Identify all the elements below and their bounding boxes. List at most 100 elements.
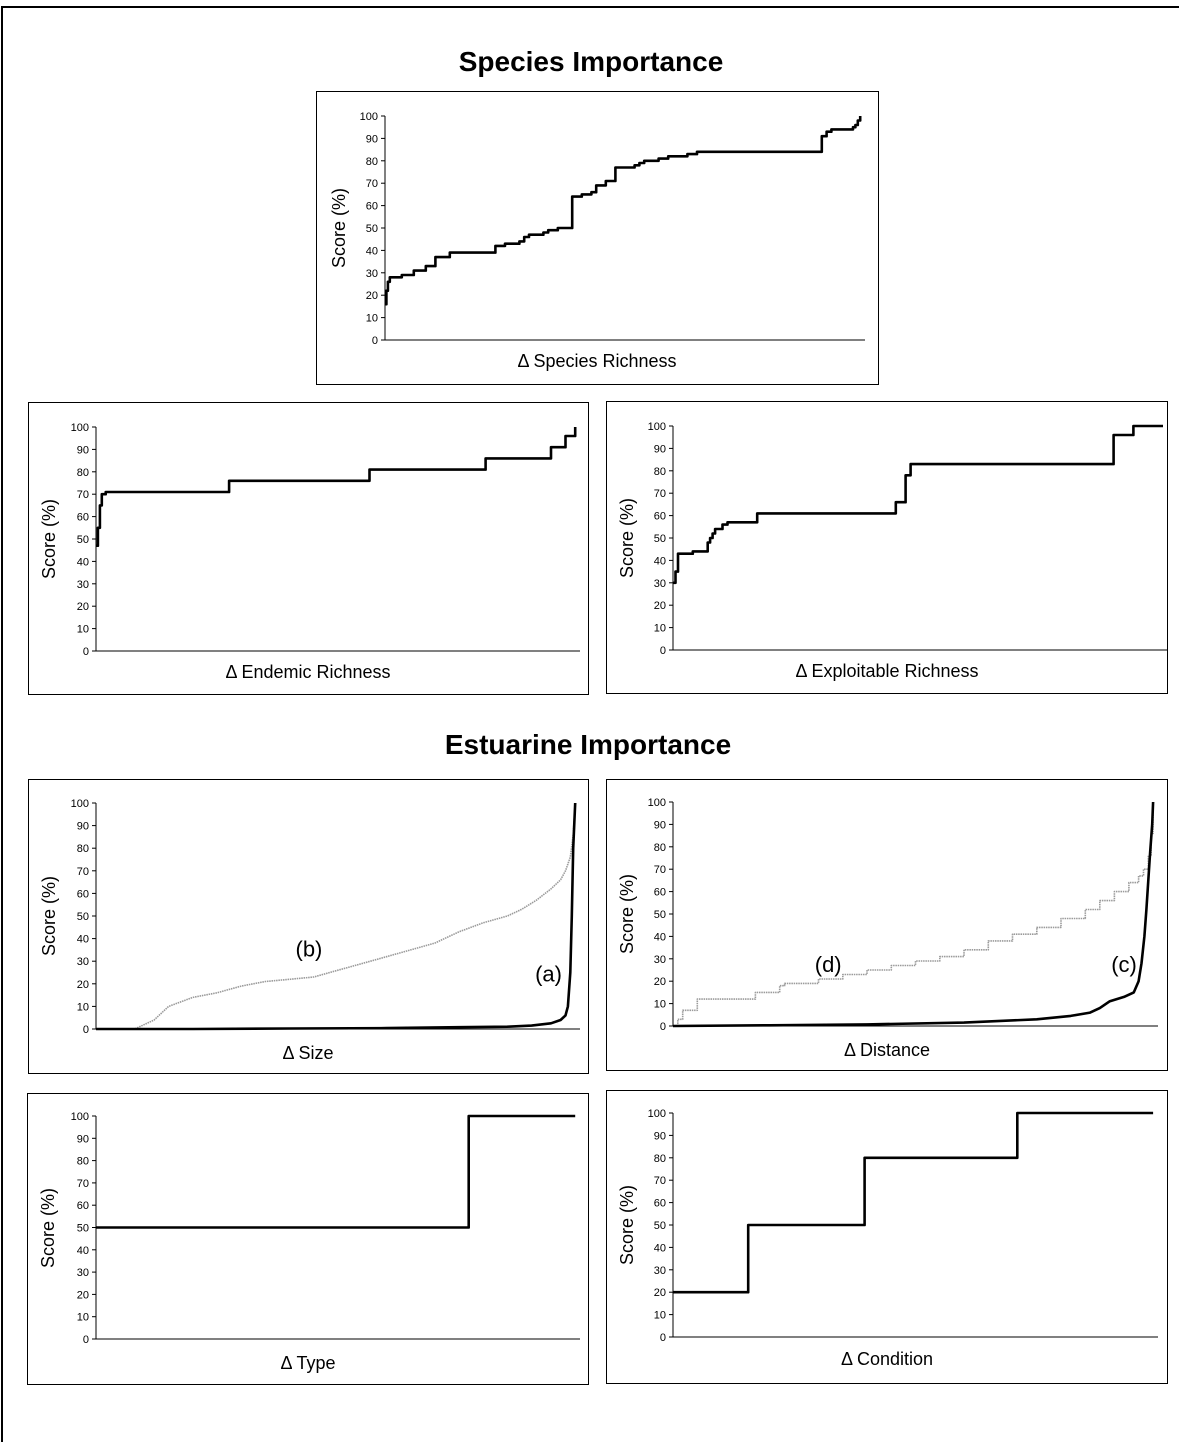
series-line-b <box>96 802 576 1030</box>
y-axis-label: Score (%) <box>617 1185 637 1265</box>
section-title-estuarine: Estuarine Importance <box>444 729 732 760</box>
chart-panel-condition: 0 10 20 30 40 50 60 70 80 90 100 Δ Condition Score (… <box>606 1090 1168 1384</box>
y-tick-label: 50 <box>77 1223 89 1235</box>
chart-panel-size: 0 10 20 30 40 50 60 70 80 90 100 Δ Size Score (%) (b)… <box>28 779 589 1074</box>
y-tick-label: 100 <box>360 111 378 123</box>
y-tick-label: 40 <box>654 1242 666 1254</box>
y-tick-label: 0 <box>83 1024 89 1036</box>
series-line-c <box>672 801 1155 1028</box>
y-tick-label: 60 <box>77 512 89 524</box>
y-tick-label: 20 <box>366 290 378 302</box>
y-tick-label: 20 <box>77 601 89 613</box>
y-tick-label: 100 <box>648 797 666 809</box>
y-tick-label: 10 <box>77 1312 89 1324</box>
series-line <box>96 427 577 547</box>
figure-frame <box>1 6 1179 1442</box>
annotation-label: (c) <box>1111 952 1137 977</box>
y-tick-label: 90 <box>366 133 378 145</box>
x-axis-label: Δ Distance <box>844 1040 930 1060</box>
y-tick-label: 30 <box>366 268 378 280</box>
y-tick-label: 90 <box>654 443 666 455</box>
chart-distance: 0 10 20 30 40 50 60 70 80 90 100 Δ Distance Score (%… <box>617 797 1158 1060</box>
y-tick-label: 60 <box>654 511 666 523</box>
y-tick-label: 100 <box>71 798 89 810</box>
y-tick-label: 20 <box>654 600 666 612</box>
y-tick-label: 80 <box>77 1156 89 1168</box>
y-tick-label: 40 <box>77 556 89 568</box>
y-axis-label: Score (%) <box>39 499 59 579</box>
x-axis-label: Δ Type <box>280 1353 335 1373</box>
y-tick-label: 100 <box>71 1111 89 1123</box>
chart-endemic-richness: 0 10 20 30 40 50 60 70 80 90 100 Δ Endemic Richness… <box>39 422 580 682</box>
series-line-a <box>96 802 577 1031</box>
y-tick-label: 100 <box>648 1108 666 1120</box>
chart-species-richness: 0 10 20 30 40 50 60 70 80 90 100 Δ Species Richness… <box>329 111 865 371</box>
y-tick-label: 90 <box>77 1133 89 1145</box>
y-tick-label: 20 <box>77 979 89 991</box>
chart-panel-type: 0 10 20 30 40 50 60 70 80 90 100 Δ Type Score (%) <box>27 1093 589 1385</box>
y-tick-label: 70 <box>654 1175 666 1187</box>
y-tick-label: 60 <box>77 1200 89 1212</box>
y-tick-label: 40 <box>77 934 89 946</box>
y-tick-label: 100 <box>71 422 89 434</box>
y-tick-label: 0 <box>372 335 378 347</box>
y-tick-label: 60 <box>654 1198 666 1210</box>
chart-size: 0 10 20 30 40 50 60 70 80 90 100 Δ Size Score (%) (b)… <box>39 798 580 1063</box>
y-tick-label: 70 <box>77 1178 89 1190</box>
y-axis-label: Score (%) <box>329 188 349 268</box>
y-tick-label: 50 <box>77 911 89 923</box>
y-tick-label: 40 <box>366 245 378 257</box>
y-axis-label: Score (%) <box>38 1188 58 1268</box>
y-tick-label: 30 <box>654 954 666 966</box>
y-tick-label: 60 <box>366 201 378 213</box>
y-tick-label: 100 <box>648 421 666 433</box>
y-tick-label: 30 <box>77 956 89 968</box>
series-line <box>96 1114 576 1229</box>
y-tick-label: 80 <box>654 466 666 478</box>
y-tick-label: 90 <box>654 1130 666 1142</box>
y-tick-label: 10 <box>77 1001 89 1013</box>
y-tick-label: 70 <box>654 864 666 876</box>
y-tick-label: 40 <box>77 1245 89 1257</box>
y-tick-label: 80 <box>654 842 666 854</box>
y-tick-label: 30 <box>77 1267 89 1279</box>
y-tick-label: 30 <box>654 1265 666 1277</box>
y-tick-label: 10 <box>654 999 666 1011</box>
y-tick-label: 90 <box>77 821 89 833</box>
x-axis-label: Δ Endemic Richness <box>225 662 390 682</box>
y-tick-label: 50 <box>77 534 89 546</box>
x-axis-label: Δ Condition <box>841 1349 933 1369</box>
y-tick-label: 20 <box>77 1289 89 1301</box>
chart-exploitable-richness: 0 10 20 30 40 50 60 70 80 90 100 Δ Exploitable Rich… <box>617 421 1167 681</box>
series-line-d <box>673 802 1154 1027</box>
annotation-label: (a) <box>535 962 562 987</box>
y-tick-label: 70 <box>366 178 378 190</box>
series-line <box>673 424 1163 585</box>
chart-panel-exploitable-richness: 0 10 20 30 40 50 60 70 80 90 100 Δ Exploitable Rich… <box>606 401 1168 694</box>
y-tick-label: 10 <box>654 623 666 635</box>
y-tick-label: 50 <box>366 223 378 235</box>
y-tick-label: 80 <box>77 467 89 479</box>
y-tick-label: 50 <box>654 533 666 545</box>
y-tick-label: 10 <box>77 624 89 636</box>
y-tick-label: 0 <box>83 1334 89 1346</box>
y-tick-label: 80 <box>77 843 89 855</box>
x-axis-label: Δ Exploitable Richness <box>795 661 978 681</box>
chart-type: 0 10 20 30 40 50 60 70 80 90 100 Δ Type Score (%) <box>38 1111 580 1373</box>
annotation-label: (d) <box>815 952 842 977</box>
y-tick-label: 20 <box>654 1287 666 1299</box>
chart-panel-distance: 0 10 20 30 40 50 60 70 80 90 100 Δ Distance Score (%… <box>606 779 1168 1071</box>
y-tick-label: 70 <box>77 866 89 878</box>
x-axis-label: Δ Species Richness <box>517 351 676 371</box>
y-tick-label: 90 <box>77 444 89 456</box>
chart-panel-species-richness: 0 10 20 30 40 50 60 70 80 90 100 Δ Species Richness… <box>316 91 879 385</box>
y-tick-label: 60 <box>77 888 89 900</box>
y-tick-label: 0 <box>660 1021 666 1033</box>
series-line <box>673 1111 1154 1294</box>
y-tick-label: 70 <box>654 488 666 500</box>
y-tick-label: 0 <box>660 645 666 657</box>
y-tick-label: 80 <box>654 1153 666 1165</box>
y-tick-label: 50 <box>654 909 666 921</box>
y-tick-label: 90 <box>654 819 666 831</box>
y-tick-label: 20 <box>654 976 666 988</box>
